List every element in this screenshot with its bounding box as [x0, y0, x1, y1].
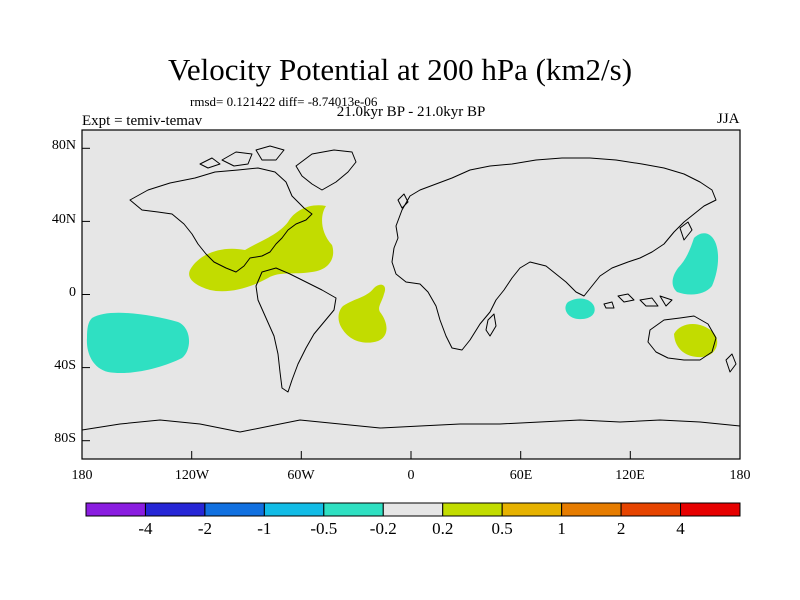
colorbar-swatch	[501, 502, 563, 517]
y-tick-label: 40N	[51, 212, 76, 227]
y-tick-label: 0	[69, 285, 76, 300]
coastline-arctic-islands	[199, 145, 285, 169]
axis-ticks	[81, 147, 741, 459]
x-tick-label: 180	[729, 468, 751, 483]
colorbar-label: 0.2	[432, 519, 454, 538]
coastline-south-america	[255, 267, 337, 393]
anomaly-region-south-atlantic	[338, 284, 387, 343]
period-label: 21.0kyr BP - 21.0kyr BP	[336, 104, 486, 120]
coastline-greenland	[295, 149, 357, 191]
coastline-north-america	[129, 167, 313, 273]
y-tick-label: 80N	[51, 138, 76, 153]
colorbar-swatch	[144, 502, 206, 517]
y-tick-label: 40S	[54, 358, 76, 373]
anomaly-region-indian-ocean	[565, 298, 595, 320]
plot-title: Velocity Potential at 200 hPa (km2/s)	[167, 52, 633, 87]
colorbar-label: -1	[257, 519, 272, 538]
season-label: JJA	[717, 111, 740, 127]
colorbar-swatch	[620, 502, 682, 517]
x-tick-label: 60W	[287, 468, 315, 483]
y-tick-label: 80S	[54, 431, 76, 446]
x-tick-label: 120W	[174, 468, 210, 483]
colorbar-label: 0.5	[491, 519, 513, 538]
coastline-antarctica	[81, 419, 741, 433]
colorbar-label: 4	[676, 519, 685, 538]
colorbar-label: -0.2	[369, 519, 397, 538]
colorbar-label: -4	[138, 519, 153, 538]
colorbar-label: 2	[616, 519, 626, 538]
colorbar	[85, 502, 741, 517]
plot-background	[82, 130, 740, 459]
x-tick-label: 120E	[615, 468, 645, 483]
coastline-maritime-islands	[603, 293, 673, 309]
coastline-australia	[647, 315, 717, 361]
coastline-british-isles	[397, 193, 409, 209]
x-tick-label: 180	[71, 468, 93, 483]
x-tick-label: 0	[407, 468, 415, 483]
colorbar-swatch	[680, 502, 741, 517]
coastline-japan	[679, 221, 693, 241]
colorbar-swatch	[204, 502, 265, 517]
coastline-madagascar	[485, 313, 497, 337]
colorbar-swatch	[323, 502, 384, 517]
colorbar-swatch	[263, 502, 325, 517]
anomaly-region-west-pacific	[672, 233, 719, 295]
experiment-label: Expt = temiv-temav	[82, 113, 203, 129]
colorbar-swatch	[561, 502, 622, 517]
anomaly-fills	[86, 205, 719, 374]
coastline-new-zealand	[725, 353, 737, 373]
coastlines	[81, 145, 741, 433]
anomaly-region-north-atlantic	[189, 205, 334, 292]
colorbar-label: -2	[197, 519, 212, 538]
anomaly-region-east-australia	[674, 323, 718, 358]
colorbar-label: -0.5	[310, 519, 338, 538]
anomaly-region-south-pacific	[86, 312, 190, 374]
colorbar-swatch	[382, 502, 444, 517]
coastline-eurasia-africa	[391, 157, 717, 351]
x-tick-label: 60E	[509, 468, 533, 483]
colorbar-label: 1	[557, 519, 566, 538]
colorbar-swatch	[442, 502, 503, 517]
rmsd-diff-stats: rmsd= 0.121422 diff= -8.74013e-06	[190, 94, 378, 109]
colorbar-swatch	[85, 502, 146, 517]
